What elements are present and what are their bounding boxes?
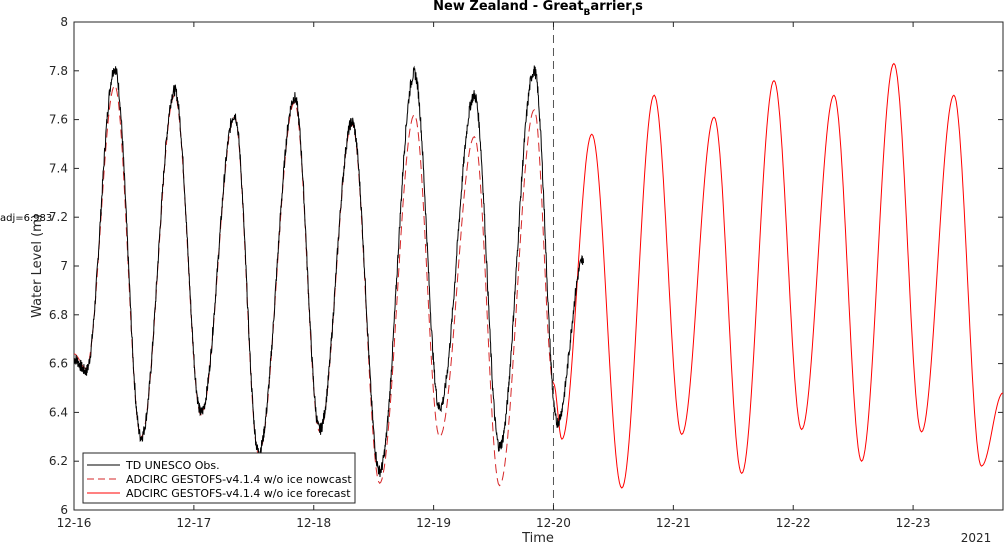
x-tick-label: 12-17 <box>176 516 211 530</box>
chart-title: New Zealand - GreatBarrierIs <box>433 0 643 18</box>
x-tick-label: 12-19 <box>416 516 451 530</box>
y-tick-label: 7 <box>60 259 68 273</box>
y-tick-label: 7.4 <box>49 161 68 175</box>
plot-area <box>73 21 1004 511</box>
y-tick-label: 6.4 <box>49 405 68 419</box>
legend-label-obs: TD UNESCO Obs. <box>125 459 220 472</box>
x-tick-label: 12-20 <box>536 516 571 530</box>
x-tick-label: 12-21 <box>656 516 691 530</box>
x-tick-label: 12-23 <box>896 516 931 530</box>
y-axis-label: Water Level (m) <box>30 214 45 318</box>
series-line-obs <box>73 65 584 478</box>
x-tick-label: 12-22 <box>776 516 811 530</box>
ticks-layer: 12-16 12-17 12-18 12-19 12-20 12-21 12-22 12-23… <box>49 15 1003 530</box>
x-year-label: 2021 <box>961 531 992 545</box>
y-tick-label: 8 <box>60 15 68 29</box>
adjustment-note: adj=6.983 <box>0 213 52 224</box>
y-tick-label: 7.6 <box>49 113 68 127</box>
x-tick-label: 12-16 <box>57 516 92 530</box>
y-tick-label: 6.2 <box>49 454 68 468</box>
x-tick-label: 12-18 <box>296 516 331 530</box>
legend-label-forecast: ADCIRC GESTOFS-v4.1.4 w/o ice forecast <box>126 487 351 500</box>
y-tick-label: 7.8 <box>49 64 68 78</box>
legend-label-nowcast: ADCIRC GESTOFS-v4.1.4 w/o ice nowcast <box>126 473 352 486</box>
y-tick-label: 7.2 <box>49 210 68 224</box>
series-line-forecast <box>553 62 1004 489</box>
legend-box <box>82 452 356 504</box>
y-tick-label: 6.6 <box>49 357 68 371</box>
y-tick-label: 6 <box>60 503 68 517</box>
x-axis-label: Time <box>521 531 554 546</box>
legend: TD UNESCO Obs. ADCIRC GESTOFS-v4.1.4 w/o… <box>82 452 356 504</box>
series-layer <box>73 62 1004 489</box>
y-tick-label: 6.8 <box>49 308 68 322</box>
